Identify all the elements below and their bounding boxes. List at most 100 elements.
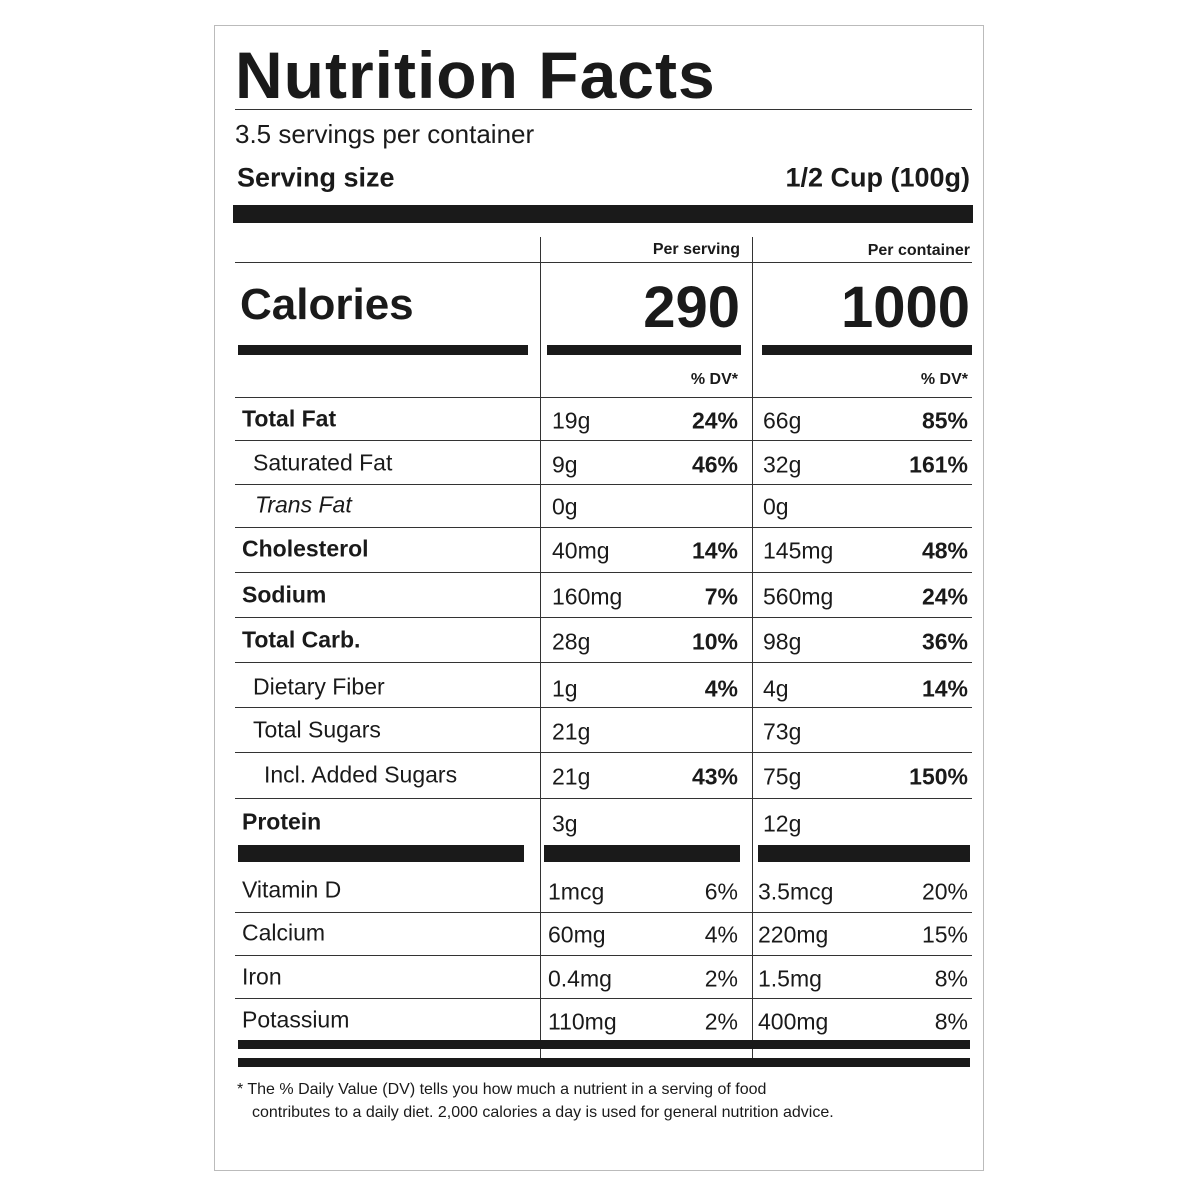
container-dv: 15% bbox=[921, 921, 968, 948]
serving-amount: 60mg bbox=[548, 921, 606, 948]
serving-size-label: Serving size bbox=[237, 162, 395, 193]
thick-bar bbox=[544, 845, 740, 862]
thick-bar bbox=[238, 1058, 970, 1067]
serving-dv: 43% bbox=[691, 763, 738, 790]
container-amount: 98g bbox=[763, 628, 802, 655]
thick-bar bbox=[238, 845, 524, 862]
serving-dv: 10% bbox=[691, 628, 738, 655]
nutrient-name: Protein bbox=[242, 808, 322, 835]
rule bbox=[235, 955, 972, 956]
container-amount: 73g bbox=[763, 718, 802, 745]
nutrient-name: Vitamin D bbox=[242, 876, 342, 903]
container-amount: 12g bbox=[763, 810, 802, 837]
column-divider bbox=[540, 237, 541, 1062]
column-divider bbox=[752, 237, 753, 1062]
container-amount: 66g bbox=[763, 407, 802, 434]
thick-bar bbox=[233, 205, 973, 223]
nutrient-name: Iron bbox=[242, 963, 282, 990]
rule bbox=[235, 572, 972, 573]
nutrient-name: Trans Fat bbox=[255, 491, 352, 518]
rule bbox=[235, 998, 972, 999]
rule bbox=[235, 617, 972, 618]
container-amount: 75g bbox=[763, 763, 802, 790]
nutrient-name: Sodium bbox=[242, 581, 327, 608]
serving-amount: 0.4mg bbox=[548, 965, 612, 992]
rule bbox=[235, 662, 972, 663]
serving-dv: 7% bbox=[704, 583, 738, 610]
serving-dv: 2% bbox=[704, 1008, 738, 1035]
container-amount: 3.5mcg bbox=[758, 878, 834, 905]
container-dv: 8% bbox=[934, 965, 968, 992]
serving-dv: 46% bbox=[691, 451, 738, 478]
rule bbox=[235, 440, 972, 441]
container-dv: 85% bbox=[921, 407, 968, 434]
serving-dv: 2% bbox=[704, 965, 738, 992]
rule bbox=[235, 752, 972, 753]
serving-amount: 110mg bbox=[548, 1008, 617, 1035]
thick-bar bbox=[238, 345, 528, 355]
serving-amount: 1mcg bbox=[548, 878, 605, 905]
serving-amount: 19g bbox=[552, 407, 591, 434]
thick-bar bbox=[758, 845, 970, 862]
nutrient-name: Potassium bbox=[242, 1006, 350, 1033]
nutrient-name: Total Sugars bbox=[253, 716, 381, 743]
container-dv: 48% bbox=[921, 537, 968, 564]
servings: 3.5 servings per container bbox=[235, 119, 535, 149]
nutrient-name: Total Fat bbox=[242, 405, 337, 432]
serving-amount: 1g bbox=[552, 675, 578, 702]
rule bbox=[235, 798, 972, 799]
rule bbox=[235, 262, 972, 263]
rule bbox=[235, 484, 972, 485]
serving-amount: 21g bbox=[552, 763, 591, 790]
serving-amount: 160mg bbox=[552, 583, 623, 610]
serving-amount: 21g bbox=[552, 718, 591, 745]
container-amount: 145mg bbox=[763, 537, 834, 564]
nutrient-name: Total Carb. bbox=[242, 626, 361, 653]
rule bbox=[235, 912, 972, 913]
container-dv: 36% bbox=[921, 628, 968, 655]
serving-dv: 4% bbox=[704, 921, 738, 948]
thick-bar bbox=[547, 345, 741, 355]
nutrient-name: Saturated Fat bbox=[253, 449, 393, 476]
thick-bar bbox=[238, 1040, 970, 1049]
container-dv: 14% bbox=[921, 675, 968, 702]
container-amount: 0g bbox=[763, 493, 789, 520]
calories-serving: 290 bbox=[643, 275, 740, 340]
container-dv: 150% bbox=[909, 763, 968, 790]
container-amount: 1.5mg bbox=[758, 965, 822, 992]
serving-amount: 28g bbox=[552, 628, 591, 655]
serving-dv: 6% bbox=[704, 878, 738, 905]
container-amount: 560mg bbox=[763, 583, 834, 610]
container-dv: 20% bbox=[921, 878, 968, 905]
serving-dv: 4% bbox=[704, 675, 738, 702]
nutrient-name: Incl. Added Sugars bbox=[264, 761, 458, 788]
nutrient-name: Cholesterol bbox=[242, 535, 369, 562]
rule bbox=[235, 109, 972, 110]
serving-amount: 3g bbox=[552, 810, 578, 837]
container-dv: 161% bbox=[909, 451, 968, 478]
serving-amount: 40mg bbox=[552, 537, 610, 564]
dv-header: % DV* bbox=[920, 371, 968, 388]
container-amount: 220mg bbox=[758, 921, 829, 948]
nutrient-name: Dietary Fiber bbox=[253, 673, 385, 700]
column-header: Per container bbox=[867, 242, 970, 259]
rule bbox=[235, 397, 972, 398]
title: Nutrition Facts bbox=[235, 38, 716, 112]
container-dv: 24% bbox=[921, 583, 968, 610]
calories-label: Calories bbox=[240, 280, 414, 329]
container-amount: 4g bbox=[763, 675, 789, 702]
nutrient-name: Calcium bbox=[242, 919, 326, 946]
container-dv: 8% bbox=[934, 1008, 968, 1035]
serving-amount: 0g bbox=[552, 493, 578, 520]
container-amount: 400mg bbox=[758, 1008, 829, 1035]
footnote: contributes to a daily diet. 2,000 calor… bbox=[252, 1104, 834, 1121]
footnote: * The % Daily Value (DV) tells you how m… bbox=[237, 1081, 767, 1098]
serving-amount: 9g bbox=[552, 451, 578, 478]
serving-size-value: 1/2 Cup (100g) bbox=[785, 162, 970, 193]
calories-container: 1000 bbox=[840, 275, 970, 340]
thick-bar bbox=[762, 345, 972, 355]
container-amount: 32g bbox=[763, 451, 802, 478]
column-header: Per serving bbox=[652, 241, 740, 258]
rule bbox=[235, 527, 972, 528]
